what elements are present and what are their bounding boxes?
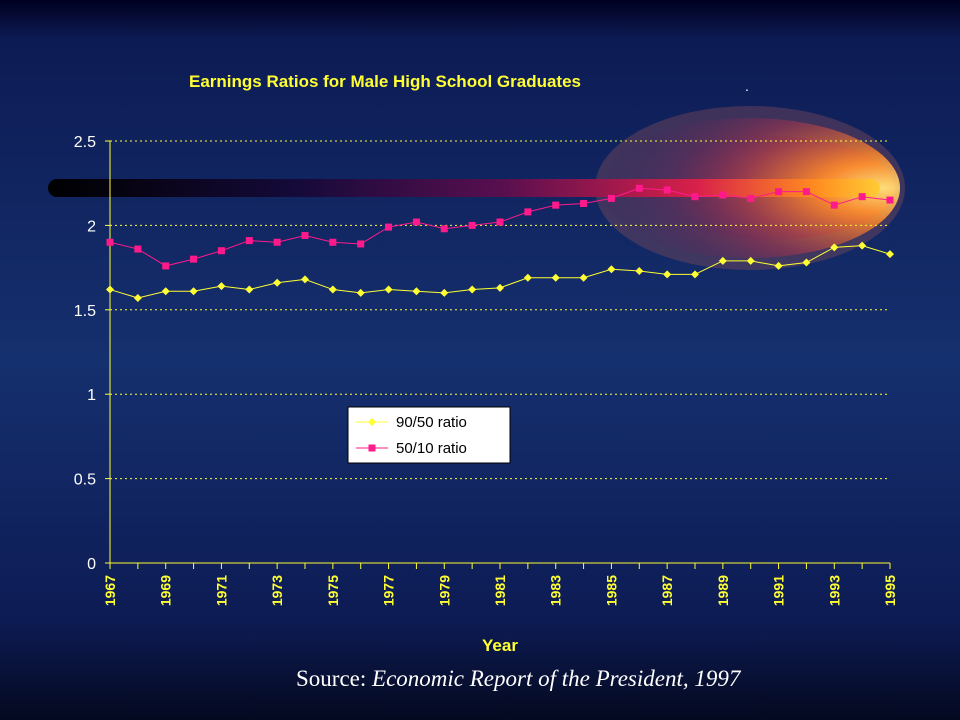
data-point [468, 221, 476, 229]
legend: 90/50 ratio 50/10 ratio [347, 406, 511, 464]
x-tick-label: 1989 [715, 575, 731, 606]
data-point [691, 193, 699, 201]
data-point [858, 241, 867, 250]
data-point [106, 285, 114, 294]
y-tick-label: 1.5 [74, 303, 96, 320]
data-point [301, 275, 309, 284]
legend-label: 50/10 ratio [396, 440, 467, 457]
data-point [830, 243, 839, 252]
x-tick-label: 1971 [213, 575, 229, 606]
data-point [830, 201, 838, 209]
data-point [412, 218, 420, 226]
data-point [746, 256, 755, 265]
data-point [858, 193, 866, 201]
legend-label: 90/50 ratio [396, 414, 467, 431]
y-tick-label: 0.5 [74, 472, 96, 489]
data-point [802, 258, 811, 267]
data-point [217, 282, 226, 291]
data-point [607, 265, 616, 274]
x-tick-label: 1987 [659, 575, 675, 606]
comet-decoration [48, 106, 905, 270]
data-point [663, 270, 672, 279]
data-point [301, 232, 309, 240]
x-tick-label: 1973 [269, 575, 285, 606]
data-point [663, 186, 671, 194]
data-point [356, 288, 365, 297]
data-point [357, 240, 365, 248]
data-point [635, 184, 643, 192]
x-tick-label: 1991 [771, 575, 787, 606]
source-caption: Source: Economic Report of the President… [296, 666, 740, 692]
data-point [579, 273, 588, 282]
data-point [189, 287, 198, 296]
stray-mark: . [745, 78, 749, 94]
x-tick-label: 1993 [826, 575, 842, 606]
source-citation: Economic Report of the President, 1997 [372, 666, 741, 691]
data-point [524, 208, 532, 216]
data-point [886, 250, 894, 259]
data-point [245, 285, 254, 294]
data-point [551, 273, 560, 282]
x-tick-label: 1967 [102, 575, 118, 606]
data-point [775, 188, 783, 196]
data-point [162, 262, 170, 270]
data-point [440, 225, 448, 233]
data-point [106, 238, 114, 246]
data-point [691, 270, 699, 279]
data-point [468, 285, 477, 294]
data-point [385, 223, 393, 231]
chart-title: Earnings Ratios for Male High School Gra… [188, 72, 581, 91]
data-point [719, 191, 727, 199]
data-point [273, 278, 282, 287]
x-tick-label: 1977 [381, 575, 397, 606]
data-point [273, 238, 281, 246]
x-tick-label: 1981 [492, 575, 508, 606]
data-point [523, 273, 532, 282]
data-point [217, 247, 225, 255]
data-point [580, 199, 588, 207]
x-tick-label: 1995 [882, 575, 898, 606]
data-point [161, 287, 170, 296]
data-point [245, 237, 253, 245]
data-point [607, 194, 615, 202]
data-point [635, 266, 644, 275]
data-point [412, 287, 421, 296]
y-tick-label: 0 [87, 556, 96, 573]
data-point [718, 256, 727, 265]
legend-marker [368, 444, 376, 452]
data-point [190, 255, 198, 263]
data-point [440, 288, 449, 297]
data-point [886, 196, 894, 204]
data-point [133, 293, 142, 302]
legend-box [347, 406, 511, 464]
x-tick-label: 1969 [158, 575, 174, 606]
data-point [328, 285, 337, 294]
data-point [496, 283, 504, 292]
data-point [329, 238, 337, 246]
x-tick-label: 1983 [548, 575, 564, 606]
y-tick-label: 2 [87, 218, 96, 235]
x-axis-title: Year [482, 636, 518, 655]
x-tick-label: 1979 [436, 575, 452, 606]
data-point [747, 194, 755, 202]
y-tick-label: 1 [87, 387, 96, 404]
y-tick-label: 2.5 [74, 134, 96, 151]
data-point [134, 245, 142, 253]
legend-marker [368, 418, 376, 426]
source-prefix: Source: [296, 666, 373, 691]
data-point [496, 218, 504, 226]
data-point [384, 285, 393, 294]
x-tick-label: 1985 [603, 575, 619, 606]
data-point [552, 201, 560, 209]
data-point [774, 261, 783, 270]
x-tick-label: 1975 [325, 575, 341, 606]
data-point [802, 188, 810, 196]
